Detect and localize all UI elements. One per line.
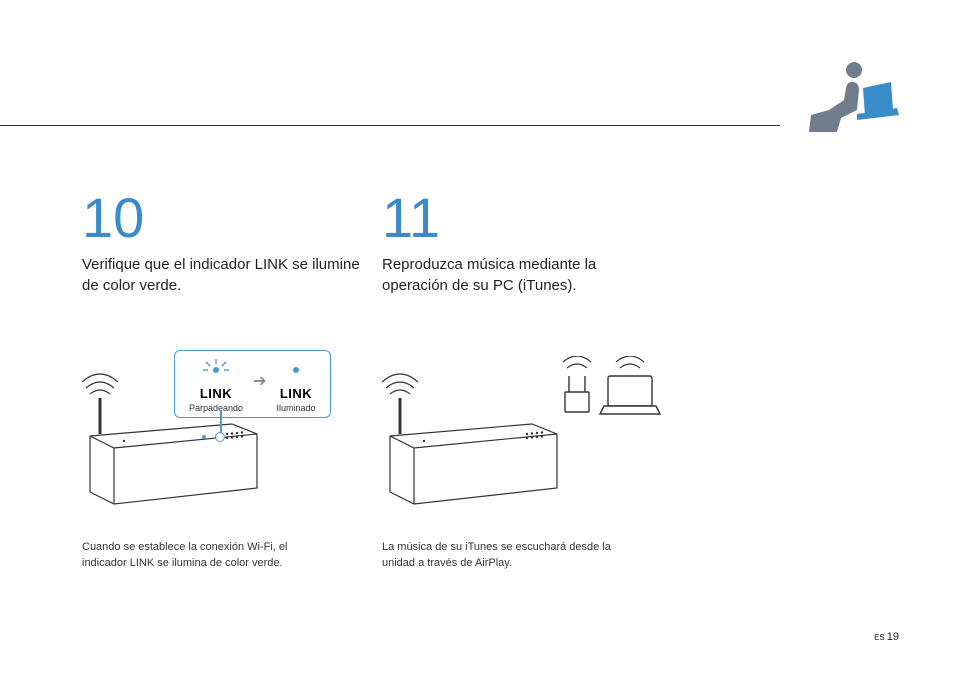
arrow-icon: ➔ bbox=[253, 371, 266, 391]
content-area: 10 Verifique que el indicador LINK se il… bbox=[82, 190, 872, 572]
link-callout: LINK Parpadeando ➔ LINK Iluminado bbox=[174, 350, 331, 418]
leader-line bbox=[220, 410, 222, 434]
link-state-right: Iluminado bbox=[276, 403, 315, 413]
step-11-caption: La música de su iTunes se escuchará desd… bbox=[382, 540, 632, 572]
leader-dot bbox=[215, 432, 225, 442]
person-laptop-icon bbox=[789, 60, 899, 145]
step-10-caption: Cuando se establece la conexión Wi-Fi, e… bbox=[82, 540, 332, 572]
lit-led-icon bbox=[283, 359, 309, 377]
step-title: Reproduzca música mediante la operación … bbox=[382, 254, 662, 296]
step-title: Verifique que el indicador LINK se ilumi… bbox=[82, 254, 362, 296]
step-10-figure: LINK Parpadeando ➔ LINK Iluminado bbox=[82, 356, 362, 516]
page-num-value: 19 bbox=[887, 631, 899, 643]
page-prefix: ES bbox=[874, 633, 885, 642]
step-11-figure bbox=[382, 356, 662, 516]
link-blinking: LINK Parpadeando bbox=[189, 359, 243, 413]
step-number: 10 bbox=[82, 190, 362, 246]
blinking-led-icon bbox=[203, 359, 229, 377]
step-number: 11 bbox=[382, 190, 662, 246]
link-state-left: Parpadeando bbox=[189, 403, 243, 413]
header-rule bbox=[0, 125, 780, 126]
link-label-left: LINK bbox=[189, 386, 243, 401]
page-number: ES19 bbox=[874, 631, 899, 643]
link-label-right: LINK bbox=[276, 386, 315, 401]
link-lit: LINK Iluminado bbox=[276, 359, 315, 413]
step-11: 11 Reproduzca música mediante la operaci… bbox=[382, 190, 662, 572]
step-10: 10 Verifique que el indicador LINK se il… bbox=[82, 190, 362, 572]
